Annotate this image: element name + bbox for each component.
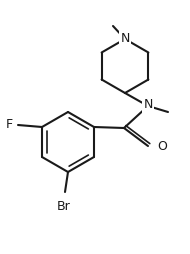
Text: O: O (157, 140, 167, 153)
Text: F: F (6, 119, 13, 132)
Text: N: N (143, 99, 153, 112)
Text: N: N (120, 31, 130, 44)
Text: Br: Br (57, 200, 71, 213)
